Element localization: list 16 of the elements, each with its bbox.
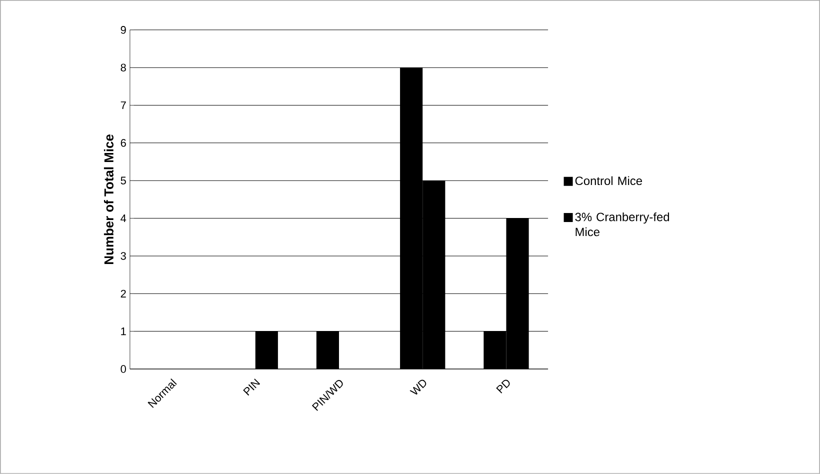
y-tick-label: 7 (120, 102, 126, 110)
x-tick-label: PD (496, 380, 510, 394)
legend-label: 3% Cranberry-fed Mice (575, 212, 670, 236)
y-tick-label: 8 (120, 64, 126, 72)
y-tick-label: 5 (120, 176, 126, 184)
y-tick-label: 3 (120, 252, 126, 260)
y-tick-label: 4 (120, 214, 126, 222)
y-tick-label: 9 (120, 26, 126, 34)
legend-label: Control Mice (575, 176, 642, 186)
y-tick-label: 1 (121, 328, 126, 336)
y-tick-label: 6 (120, 139, 126, 147)
x-tick-label: WD (410, 380, 426, 395)
x-tick-label: PIN (243, 378, 260, 396)
y-tick-label: 2 (120, 290, 126, 298)
y-axis-title: Number of Total Mice (104, 134, 114, 264)
y-tick-label: 0 (120, 365, 126, 373)
